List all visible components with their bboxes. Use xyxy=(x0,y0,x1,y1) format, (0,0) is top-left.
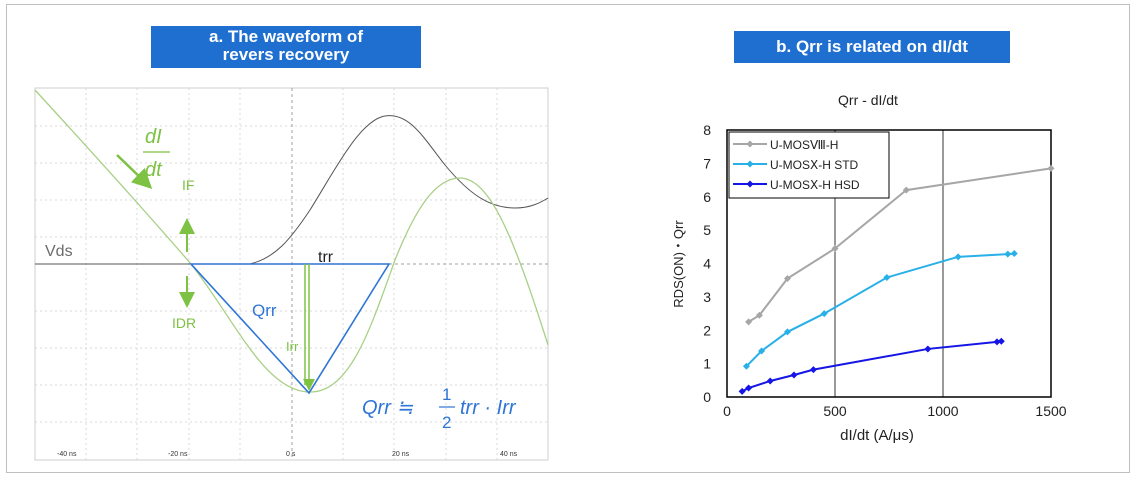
y-tick-label: 2 xyxy=(703,322,711,338)
data-point xyxy=(1047,164,1055,172)
time-tick-1: -20 ns xyxy=(168,451,188,458)
legend-marker xyxy=(746,160,754,168)
didt-arrow-icon xyxy=(116,154,153,189)
formula-lhs: Qrr ≒ xyxy=(362,397,413,419)
x-tick-label: 1500 xyxy=(1035,403,1066,419)
series-line xyxy=(741,340,1002,393)
legend: U-MOSⅧ-H U-MOSⅩ-H STD U-MOSⅩ-H HSD xyxy=(728,131,890,199)
data-point xyxy=(790,371,798,379)
x-axis-label: dI/dt (A/μs) xyxy=(840,427,914,444)
label-qrr: Qrr xyxy=(252,301,277,320)
plot-area xyxy=(726,129,1052,398)
data-point xyxy=(1004,250,1012,258)
chart-title: Qrr - dI/dt xyxy=(838,92,898,108)
data-point xyxy=(783,328,791,336)
x-tick-label: 500 xyxy=(823,403,847,419)
chart-series xyxy=(738,164,1055,395)
data-point xyxy=(758,347,766,355)
x-tick-label: 0 xyxy=(723,403,731,419)
data-point xyxy=(745,384,753,392)
y-axis-label: RDS(ON)・Qrr xyxy=(671,220,686,308)
scope-grid xyxy=(35,88,548,460)
time-tick-2: 0 s xyxy=(286,451,296,458)
data-point xyxy=(738,387,746,395)
x-tick-label: 1000 xyxy=(927,403,958,419)
data-point xyxy=(1010,249,1018,257)
didt-denominator: dt xyxy=(145,159,163,181)
figure-frame xyxy=(6,4,1130,473)
time-tick-0: -40 ns xyxy=(57,451,77,458)
current-trace xyxy=(34,89,549,393)
data-point xyxy=(742,362,750,370)
label-trr: trr xyxy=(318,249,334,266)
legend-marker xyxy=(746,180,754,188)
time-tick-4: 40 ns xyxy=(500,451,518,458)
panel-b-banner: b. Qrr is related on dI/dt xyxy=(734,31,1010,63)
panel-a-banner: a. The waveform of revers recovery xyxy=(151,26,421,68)
vds-trace xyxy=(35,115,549,265)
data-point xyxy=(820,310,828,318)
y-tick-label: 3 xyxy=(703,289,711,305)
formula-rhs: trr · Irr xyxy=(460,397,517,419)
label-idr: IDR xyxy=(172,315,196,331)
formula-denominator: 2 xyxy=(442,413,451,432)
y-tick-label: 5 xyxy=(703,222,711,238)
data-point xyxy=(745,318,753,326)
data-point xyxy=(997,337,1005,345)
label-vds: Vds xyxy=(45,243,73,260)
panel-a-banner-line2: revers recovery xyxy=(222,45,350,64)
chart-ticks: 0 500 1000 1500 0 1 2 3 4 5 6 7 8 xyxy=(703,122,1067,419)
series-line xyxy=(745,252,1015,367)
data-point xyxy=(766,377,774,385)
didt-numerator: dI xyxy=(145,126,162,148)
data-point xyxy=(924,345,932,353)
legend-label: U-MOSⅧ-H xyxy=(770,138,838,152)
label-if: IF xyxy=(182,177,194,193)
data-point xyxy=(954,253,962,261)
label-irr: Irr xyxy=(286,339,299,354)
data-point xyxy=(883,274,891,282)
legend-label: U-MOSⅩ-H HSD xyxy=(770,178,860,192)
legend-label: U-MOSⅩ-H STD xyxy=(770,158,859,172)
data-point xyxy=(809,366,817,374)
data-point xyxy=(755,311,763,319)
data-point xyxy=(831,244,839,252)
y-tick-label: 4 xyxy=(703,256,711,272)
y-tick-label: 8 xyxy=(703,122,711,138)
legend-marker xyxy=(746,140,754,148)
y-tick-label: 7 xyxy=(703,155,711,171)
data-point xyxy=(993,338,1001,346)
panel-b-banner-text: b. Qrr is related on dI/dt xyxy=(776,37,968,56)
time-tick-3: 20 ns xyxy=(392,451,410,458)
data-point xyxy=(783,275,791,283)
y-tick-label: 1 xyxy=(703,356,711,372)
y-tick-label: 6 xyxy=(703,189,711,205)
y-tick-label: 0 xyxy=(703,389,711,405)
panel-a-banner-line1: a. The waveform of xyxy=(209,27,363,46)
formula-numerator: 1 xyxy=(442,385,451,404)
data-point xyxy=(902,186,910,194)
trr-triangle xyxy=(189,263,391,395)
